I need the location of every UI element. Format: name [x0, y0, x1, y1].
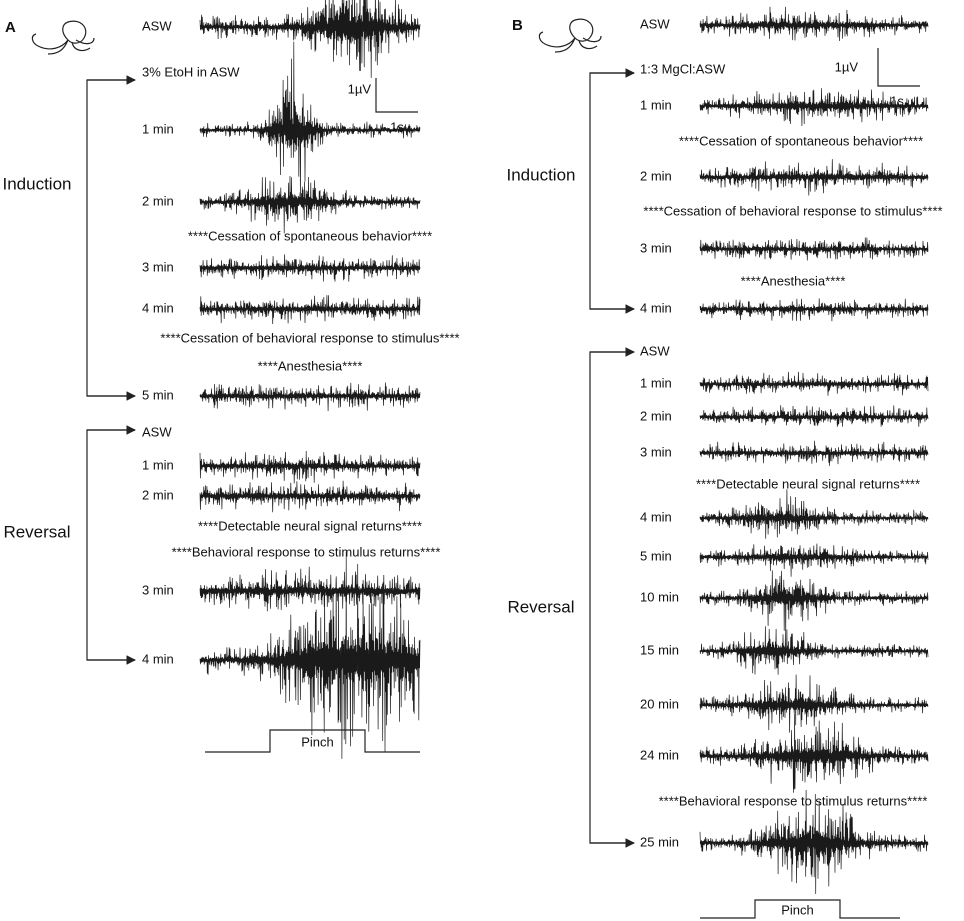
trace: [699, 88, 929, 127]
trace-label: 1 min: [640, 375, 672, 390]
bracket: [589, 72, 634, 310]
trace-label: 2 min: [142, 193, 174, 208]
trace: [199, 450, 421, 484]
trace-label: 4 min: [640, 300, 672, 315]
trace: [699, 6, 929, 42]
note: ****Cessation of spontaneous behavior***…: [188, 228, 432, 243]
trace-label: 5 min: [142, 387, 174, 402]
solution-label: 1:3 MgCl:ASW: [640, 61, 726, 76]
trace: [699, 489, 929, 539]
octopus-icon: [538, 18, 602, 53]
note: ****Cessation of behavioral response to …: [160, 330, 459, 345]
trace: [699, 674, 929, 733]
trace: [199, 0, 421, 78]
note: ****Detectable neural signal returns****: [696, 476, 920, 491]
note: ****Cessation of spontaneous behavior***…: [679, 133, 923, 148]
panel-label: B: [512, 17, 523, 34]
trace-label: 15 min: [640, 642, 679, 657]
note: ****Behavioral response to stimulus retu…: [659, 793, 928, 808]
trace: [699, 237, 929, 261]
trace-label: 3 min: [142, 259, 174, 274]
note: ****Cessation of behavioral response to …: [643, 203, 942, 218]
scale-voltage: 1µV: [835, 59, 859, 74]
bracket: [86, 79, 135, 397]
trace: [199, 295, 421, 325]
trace: [199, 254, 421, 282]
trace: [699, 405, 929, 427]
trace-label: ASW: [142, 18, 172, 33]
scale-bar: [375, 78, 418, 113]
trace-label: 1 min: [640, 97, 672, 112]
trace: [199, 480, 421, 513]
solution-label: ASW: [142, 424, 172, 439]
trace-label: 24 min: [640, 747, 679, 762]
trace: [199, 566, 421, 612]
solution-label: 3% EtoH in ASW: [142, 64, 240, 79]
octopus-icon: [31, 20, 95, 55]
trace: [699, 570, 929, 636]
trace: [699, 159, 929, 196]
trace-label: 5 min: [640, 548, 672, 563]
scale-bar: [877, 48, 920, 87]
solution-label: ASW: [640, 343, 670, 358]
trace-label: 2 min: [640, 408, 672, 423]
panel-label: A: [5, 19, 16, 36]
stimulus-label: Pinch: [301, 734, 334, 749]
trace-label: 4 min: [142, 651, 174, 666]
trace: [199, 41, 421, 201]
phase-label: Reversal: [507, 597, 574, 616]
note: ****Anesthesia****: [258, 358, 363, 373]
phase-label: Reversal: [3, 522, 70, 541]
phase-label: Induction: [3, 174, 72, 193]
trace-label: 3 min: [640, 240, 672, 255]
trace-label: 3 min: [640, 444, 672, 459]
trace: [199, 551, 421, 759]
scale-voltage: 1µV: [348, 81, 372, 96]
trace: [699, 789, 929, 895]
stimulus-label: Pinch: [781, 902, 814, 917]
trace-label: ASW: [640, 16, 670, 31]
trace-label: 20 min: [640, 696, 679, 711]
bracket: [86, 429, 135, 661]
bracket: [589, 351, 634, 844]
trace-label: 4 min: [142, 300, 174, 315]
trace: [199, 175, 421, 234]
trace: [699, 713, 929, 793]
trace: [199, 382, 421, 412]
trace-label: 2 min: [142, 487, 174, 502]
note: ****Anesthesia****: [741, 273, 846, 288]
phase-label: Induction: [507, 165, 576, 184]
trace-label: 1 min: [142, 457, 174, 472]
trace-label: 1 min: [142, 121, 174, 136]
trace-label: 2 min: [640, 168, 672, 183]
trace: [699, 371, 929, 396]
note: ****Detectable neural signal returns****: [198, 518, 422, 533]
trace-label: 4 min: [640, 509, 672, 524]
note: ****Behavioral response to stimulus retu…: [172, 544, 441, 559]
stimulus-trace: [700, 899, 900, 919]
trace-label: 3 min: [142, 582, 174, 597]
scale-time: 1s: [890, 93, 904, 108]
trace: [699, 440, 929, 466]
trace-label: 25 min: [640, 834, 679, 849]
trace: [699, 543, 929, 577]
scale-time: 1s: [390, 119, 404, 134]
stimulus-trace: [205, 729, 420, 753]
trace: [699, 626, 929, 675]
trace-label: 10 min: [640, 589, 679, 604]
trace: [699, 298, 929, 322]
